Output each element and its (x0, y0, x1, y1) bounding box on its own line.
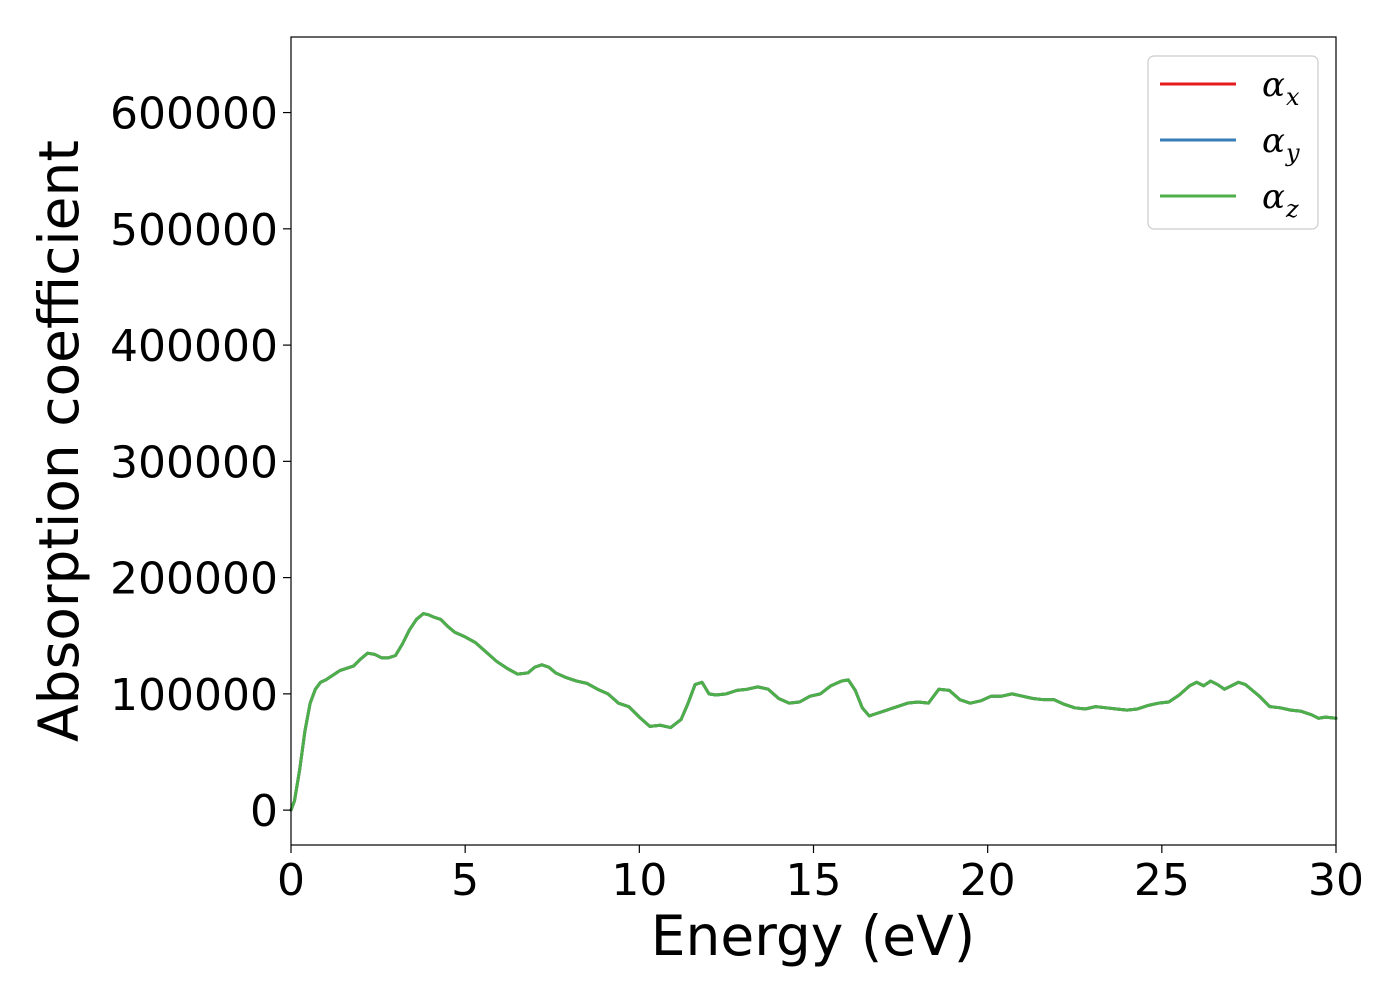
legend-box (1147, 55, 1319, 230)
y-axis-title: Absorption coefficient (27, 140, 91, 742)
y-tick-label: 0 (250, 786, 278, 837)
x-tick-label: 25 (1134, 855, 1190, 906)
series-line-3 (289, 612, 1338, 812)
x-tick-label: 15 (786, 855, 842, 906)
y-tick-label: 100000 (110, 670, 278, 721)
y-tick-label: 200000 (110, 554, 278, 605)
series-layer (289, 612, 1338, 812)
x-tick-label: 5 (451, 855, 479, 906)
x-tick-label: 20 (960, 855, 1016, 906)
legend-subscript: y (1285, 139, 1300, 167)
y-tick-label: 600000 (110, 89, 278, 140)
y-axis-ticks: 0 100000 200000 300000 400000 500000 600000 (110, 89, 291, 837)
x-tick-label: 0 (277, 855, 305, 906)
x-axis-title: Energy (eV) (651, 904, 975, 968)
legend-subscript: z (1285, 195, 1299, 223)
x-axis-ticks: 0 5 10 15 20 25 30 (277, 845, 1364, 906)
legend-subscript: x (1286, 83, 1300, 111)
x-tick-label: 10 (611, 855, 667, 906)
y-tick-label: 500000 (110, 205, 278, 256)
y-tick-label: 300000 (110, 437, 278, 488)
x-tick-label: 30 (1308, 855, 1364, 906)
y-tick-label: 400000 (110, 321, 278, 372)
